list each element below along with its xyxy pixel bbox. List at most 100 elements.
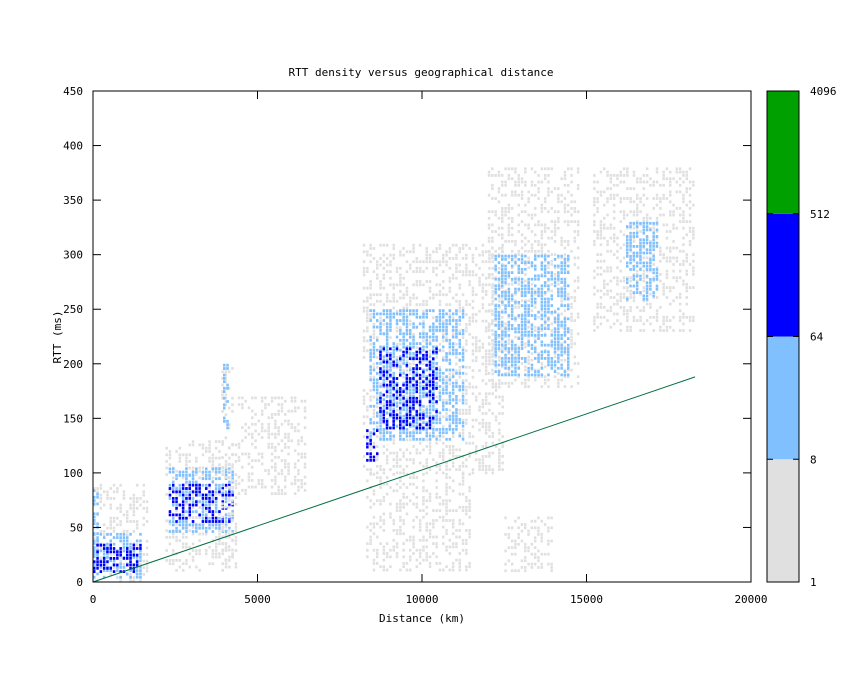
heatmap-cell (491, 183, 494, 187)
heatmap-cell (465, 365, 468, 369)
heatmap-cell (119, 483, 122, 487)
heatmap-cell (409, 319, 412, 323)
heatmap-cell (642, 289, 646, 293)
heatmap-cell (211, 467, 215, 471)
heatmap-cell (221, 568, 224, 572)
heatmap-cell (550, 360, 553, 364)
heatmap-cell (534, 240, 537, 243)
heatmap-cell (612, 183, 616, 187)
heatmap-cell (487, 329, 491, 332)
heatmap-cell (484, 250, 488, 254)
heatmap-cell (218, 526, 221, 530)
heatmap-cell (599, 266, 603, 270)
heatmap-cell (550, 167, 553, 171)
heatmap-cell (524, 254, 527, 258)
heatmap-cell (96, 487, 99, 490)
heatmap-cell (402, 335, 405, 339)
heatmap-cell (366, 339, 369, 343)
heatmap-cell (534, 267, 537, 271)
heatmap-cell (665, 273, 669, 276)
heatmap-cell (191, 549, 195, 552)
heatmap-cell (438, 378, 442, 382)
heatmap-cell (570, 207, 573, 210)
heatmap-cell (507, 177, 511, 181)
heatmap-cell (563, 292, 567, 296)
heatmap-cell (392, 410, 395, 413)
heatmap-cell (198, 493, 201, 497)
heatmap-cell (372, 309, 376, 312)
heatmap-cell (116, 523, 119, 527)
heatmap-cell (405, 250, 409, 254)
heatmap-cell (205, 500, 208, 504)
heatmap-cell (172, 500, 175, 504)
heatmap-cell (481, 402, 485, 405)
heatmap-cell (468, 270, 471, 273)
heatmap-cell (372, 355, 376, 359)
heatmap-cell (234, 535, 238, 539)
heatmap-cell (402, 455, 405, 458)
heatmap-cell (560, 363, 563, 367)
heatmap-cell (432, 377, 435, 380)
heatmap-cell (510, 317, 514, 321)
heatmap-cell (649, 243, 652, 247)
heatmap-cell (415, 303, 419, 306)
heatmap-cell (224, 525, 228, 529)
heatmap-cell (510, 292, 514, 296)
heatmap-cell (405, 403, 409, 407)
heatmap-cell (543, 230, 547, 233)
heatmap-cell (126, 530, 129, 533)
heatmap-cell (432, 316, 435, 320)
heatmap-cell (442, 371, 445, 375)
heatmap-cell (175, 506, 178, 510)
heatmap-cell (389, 354, 392, 357)
heatmap-cell (405, 391, 409, 395)
heatmap-cell (247, 472, 251, 476)
heatmap-cell (389, 400, 392, 403)
heatmap-cell (481, 468, 485, 471)
heatmap-cell (570, 213, 573, 217)
heatmap-cell (570, 329, 573, 332)
heatmap-cell (606, 319, 609, 322)
heatmap-cell (451, 312, 455, 316)
heatmap-cell (606, 174, 609, 177)
heatmap-cell (412, 445, 415, 448)
heatmap-cell (537, 180, 540, 184)
heatmap-cell (116, 553, 119, 557)
heatmap-cell (428, 253, 432, 257)
heatmap-cell (247, 462, 251, 466)
heatmap-cell (553, 368, 557, 372)
heatmap-cell (540, 263, 544, 266)
heatmap-cell (563, 340, 567, 344)
heatmap-cell (669, 170, 672, 174)
heatmap-cell (603, 269, 606, 273)
heatmap-cell (573, 230, 577, 233)
heatmap-cell (438, 290, 442, 293)
heatmap-cell (448, 368, 452, 372)
heatmap-cell (214, 549, 218, 552)
heatmap-cell (530, 347, 534, 350)
heatmap-cell (445, 398, 448, 402)
heatmap-cell (619, 299, 622, 303)
heatmap-cell (557, 200, 560, 204)
heatmap-cell (412, 367, 415, 370)
heatmap-cell (389, 426, 392, 430)
heatmap-cell (543, 292, 547, 296)
heatmap-cell (205, 506, 208, 510)
heatmap-cell (185, 460, 188, 463)
heatmap-cell (119, 556, 122, 560)
heatmap-cell (102, 575, 106, 579)
heatmap-cell (188, 497, 191, 500)
heatmap-cell (616, 319, 619, 322)
heatmap-cell (639, 256, 642, 260)
heatmap-cell (629, 292, 632, 296)
heatmap-cell (557, 264, 560, 268)
heatmap-cell (534, 274, 537, 278)
heatmap-cell (185, 453, 188, 457)
heatmap-cell (563, 317, 567, 321)
heatmap-cell (389, 358, 392, 362)
heatmap-cell (231, 396, 234, 400)
heatmap-cell (409, 312, 412, 316)
heatmap-cell (405, 387, 409, 390)
heatmap-cell (231, 463, 234, 467)
heatmap-cell (510, 266, 514, 270)
